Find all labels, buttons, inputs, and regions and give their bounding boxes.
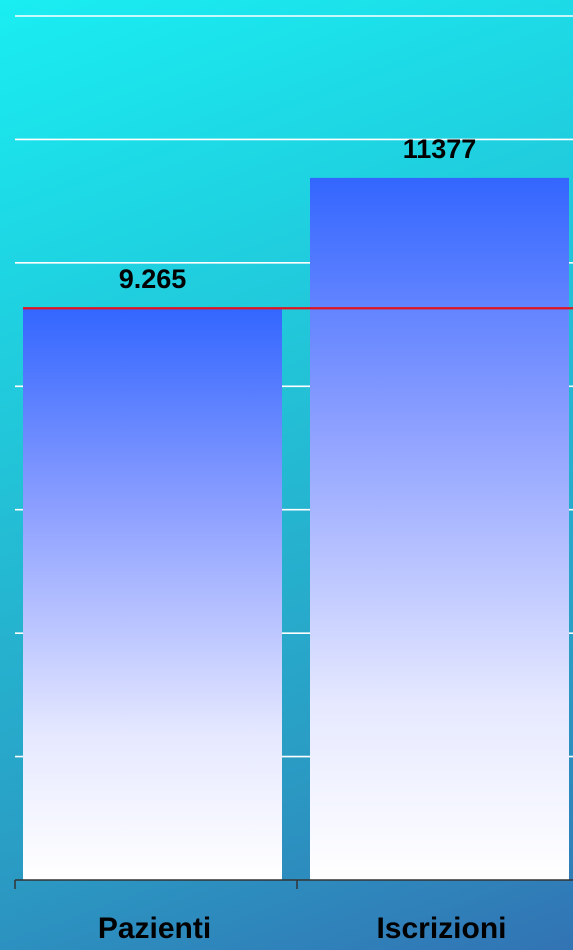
bar-pazienti (23, 308, 282, 880)
data-label-iscrizioni: 11377 (403, 134, 477, 164)
bars (23, 177, 569, 880)
category-label-pazienti: Pazienti (98, 912, 211, 945)
bar-iscrizioni (310, 177, 569, 880)
labels: 9.265 Pazienti 11377 Iscrizioni (98, 134, 507, 945)
x-axis (14, 879, 573, 889)
category-label-iscrizioni: Iscrizioni (376, 912, 506, 945)
data-label-pazienti: 9.265 (119, 264, 187, 294)
